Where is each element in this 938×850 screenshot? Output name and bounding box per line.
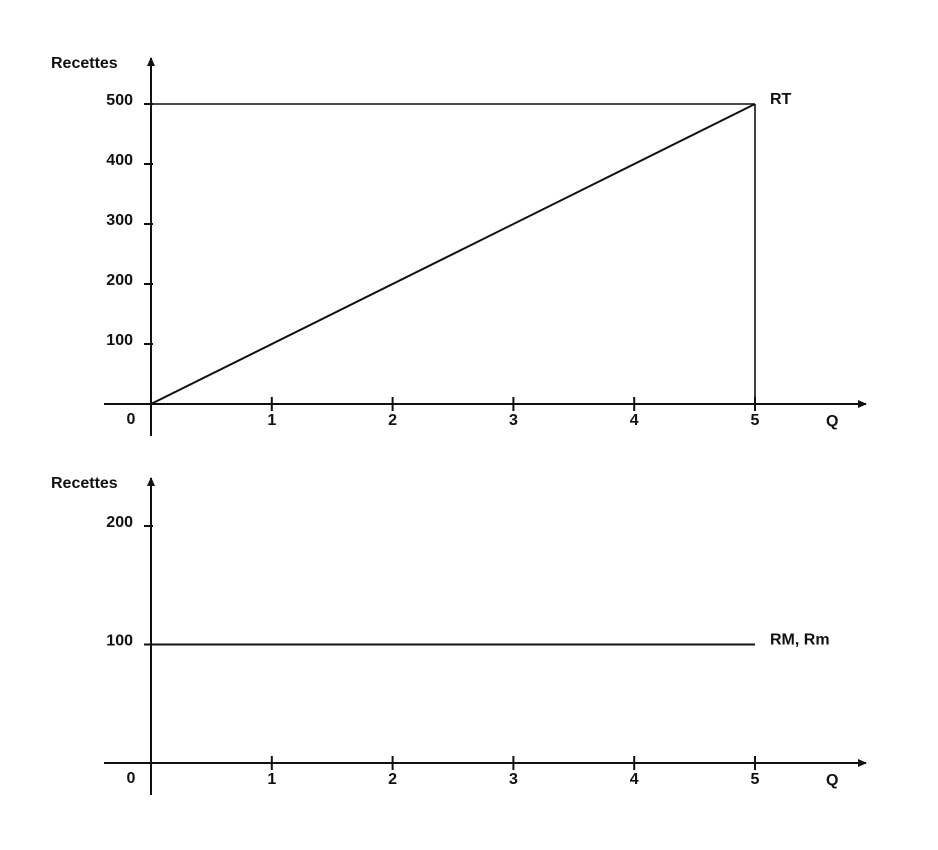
x-axis-label: Q xyxy=(826,413,838,430)
series-label: RM, Rm xyxy=(770,632,830,649)
x-tick-label: 4 xyxy=(630,412,639,429)
y-tick-label: 100 xyxy=(106,633,133,650)
x-tick-label: 5 xyxy=(751,412,760,429)
y-tick-label: 400 xyxy=(106,152,133,169)
x-tick-label: 1 xyxy=(267,771,276,788)
x-tick-label: 1 xyxy=(267,412,276,429)
x-tick-label: 2 xyxy=(388,412,397,429)
x-tick-label: 2 xyxy=(388,771,397,788)
x-tick-label: 3 xyxy=(509,412,518,429)
y-tick-label: 100 xyxy=(106,332,133,349)
x-tick-label: 5 xyxy=(751,771,760,788)
x-tick-label: 4 xyxy=(630,771,639,788)
y-axis-label: Recettes xyxy=(51,475,118,492)
x-tick-label: 3 xyxy=(509,771,518,788)
line-series xyxy=(150,103,756,405)
y-axis-label: Recettes xyxy=(51,55,118,72)
y-tick-label: 500 xyxy=(106,92,133,109)
y-tick-label: 300 xyxy=(106,212,133,229)
origin-label: 0 xyxy=(127,411,136,428)
y-tick-label: 200 xyxy=(106,514,133,531)
origin-label: 0 xyxy=(127,770,136,787)
x-axis-label: Q xyxy=(826,772,838,789)
series-label: RT xyxy=(770,91,792,108)
y-tick-label: 200 xyxy=(106,272,133,289)
